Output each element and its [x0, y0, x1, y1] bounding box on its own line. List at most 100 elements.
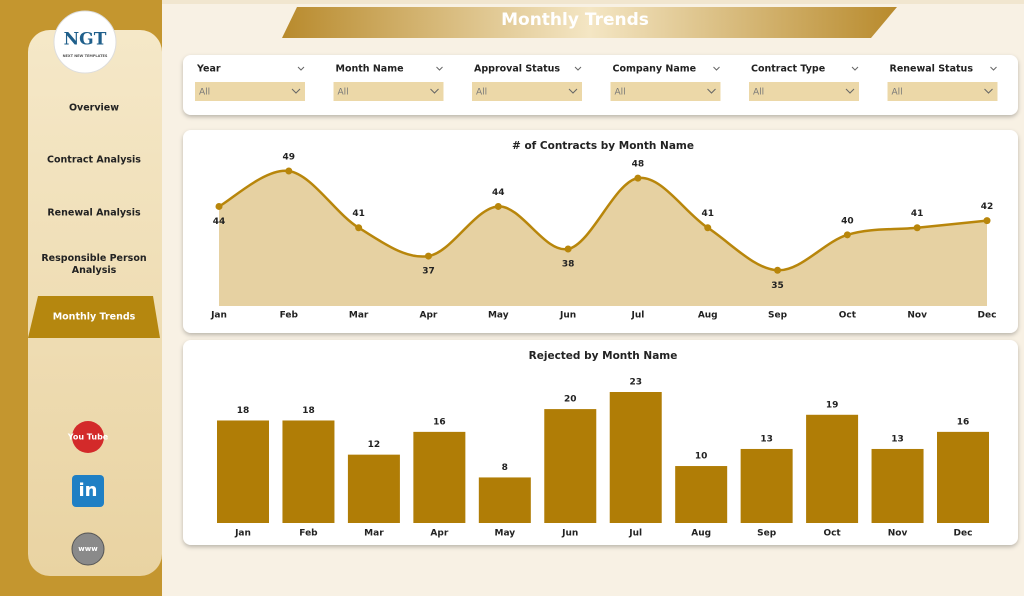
bar	[806, 414, 859, 523]
data-label: 13	[891, 434, 904, 444]
icon-label: You Tube	[67, 433, 109, 442]
x-tick-label: Feb	[299, 529, 318, 539]
page-title: Monthly Trends	[501, 10, 649, 30]
dropdown[interactable]	[195, 82, 305, 101]
dropdown[interactable]	[333, 82, 444, 101]
data-label: 10	[695, 452, 708, 462]
x-tick-label: Sep	[768, 311, 788, 321]
point	[424, 252, 432, 260]
nav-active	[28, 296, 160, 338]
bar	[871, 448, 924, 523]
header-banner	[282, 7, 897, 38]
data-label: 42	[981, 202, 994, 212]
filter-label: Approval Status	[474, 64, 560, 75]
nav-item[interactable]: Contract Analysis	[47, 155, 141, 166]
point	[285, 167, 293, 175]
chevron	[984, 88, 993, 94]
filter-label: Renewal Status	[890, 64, 974, 75]
x-tick-label: Aug	[691, 529, 711, 539]
logo-subtext: NEXT NEW TEMPLATES	[63, 54, 108, 58]
x-tick-label: May	[488, 311, 509, 321]
bar	[347, 454, 400, 523]
x-tick-label: Apr	[420, 311, 438, 321]
filter-value: All	[615, 88, 626, 98]
chevron	[568, 88, 578, 94]
chevron	[713, 66, 720, 71]
bar	[937, 431, 989, 523]
x-tick-label: Feb	[280, 311, 299, 321]
bar	[740, 448, 793, 523]
filter-value: All	[753, 88, 764, 98]
nav-item[interactable]: Responsible Person Analysis	[41, 253, 146, 276]
dropdown[interactable]	[887, 82, 998, 101]
dropdown[interactable]	[610, 82, 721, 101]
chevron	[990, 66, 997, 71]
icon-label: in	[79, 480, 98, 501]
chevron	[574, 66, 582, 71]
data-label: 40	[841, 216, 854, 226]
data-label: 41	[911, 209, 924, 219]
x-tick-label: Oct	[823, 529, 841, 539]
data-label: 13	[760, 434, 773, 444]
filter-label: Company Name	[613, 64, 697, 75]
bar	[413, 431, 466, 523]
point	[355, 224, 363, 232]
point	[704, 224, 712, 232]
x-tick-label: Nov	[907, 311, 927, 321]
point	[774, 266, 782, 274]
bar	[609, 392, 662, 523]
chevron	[851, 66, 859, 71]
data-label: 48	[632, 160, 645, 170]
bar	[217, 420, 269, 523]
dropdown[interactable]	[749, 82, 859, 101]
chart-title: Rejected by Month Name	[529, 350, 678, 362]
linkedin-icon[interactable]	[72, 475, 104, 507]
icon-label: www	[78, 545, 98, 553]
dropdown[interactable]	[472, 82, 582, 101]
nav-item[interactable]: Overview	[69, 103, 119, 114]
filter-label: Contract Type	[751, 64, 825, 75]
x-tick-label: Jul	[630, 311, 644, 321]
bar	[478, 477, 531, 523]
nav-item[interactable]: Monthly Trends	[53, 312, 136, 323]
data-label: 41	[352, 209, 365, 219]
data-label: 35	[771, 281, 784, 291]
x-tick-label: Apr	[430, 529, 448, 539]
x-tick-label: Jun	[561, 529, 578, 539]
data-label: 44	[492, 188, 505, 198]
data-label: 16	[957, 417, 970, 427]
x-tick-label: Nov	[888, 529, 908, 539]
x-tick-label: Oct	[839, 311, 857, 321]
top-strip	[162, 0, 1024, 4]
x-tick-label: Jul	[628, 529, 642, 539]
x-tick-label: Aug	[698, 311, 718, 321]
area	[219, 170, 987, 306]
data-label: 18	[302, 406, 315, 416]
data-label: 44	[213, 217, 226, 227]
x-tick-label: Mar	[364, 529, 384, 539]
data-label: 18	[237, 406, 250, 416]
point	[983, 217, 991, 225]
nav-item[interactable]: Renewal Analysis	[47, 208, 141, 219]
filter-value: All	[199, 88, 210, 98]
web-icon[interactable]	[71, 532, 105, 566]
bar	[282, 420, 335, 523]
filter-value: All	[892, 88, 903, 98]
youtube-icon[interactable]	[72, 421, 104, 453]
x-tick-label: Dec	[954, 529, 973, 539]
data-label: 49	[283, 153, 296, 163]
data-label: 37	[422, 267, 435, 277]
filter-value: All	[476, 88, 487, 98]
data-label: 8	[502, 463, 508, 473]
chevron	[291, 88, 301, 94]
point	[564, 245, 572, 253]
filter-label: Year	[196, 64, 221, 75]
point	[913, 224, 921, 232]
point	[494, 202, 502, 210]
data-label: 16	[433, 417, 446, 427]
chevron	[436, 66, 443, 71]
data-label: 41	[701, 209, 714, 219]
filter-label: Month Name	[336, 64, 404, 75]
chevron	[845, 88, 855, 94]
